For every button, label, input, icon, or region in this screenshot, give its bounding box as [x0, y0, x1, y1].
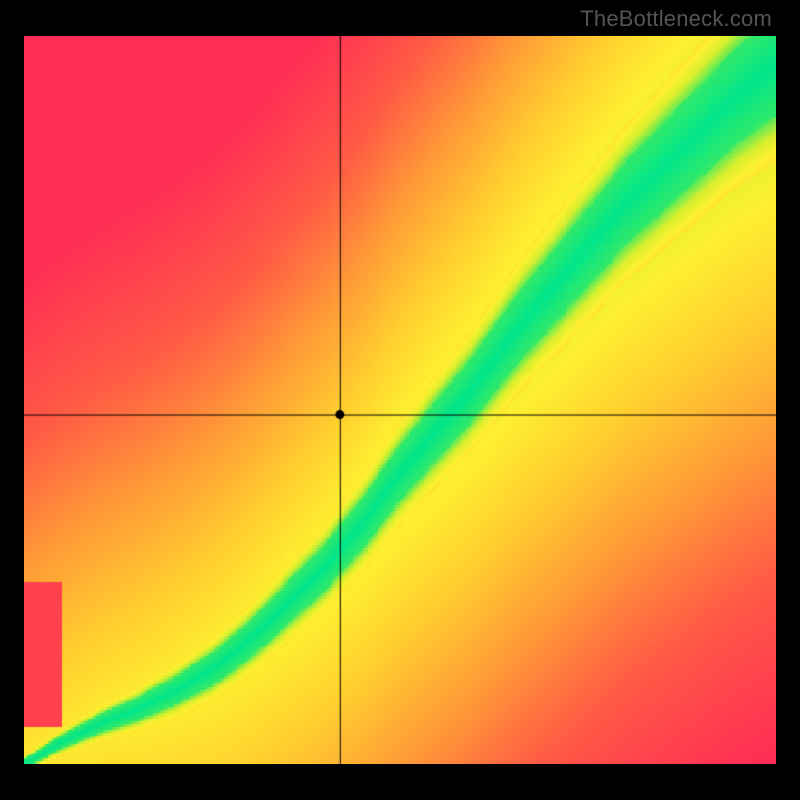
watermark-text: TheBottleneck.com [580, 6, 772, 32]
plot-black-frame [0, 0, 800, 800]
heatmap-canvas [24, 36, 776, 764]
chart-container: TheBottleneck.com [0, 0, 800, 800]
